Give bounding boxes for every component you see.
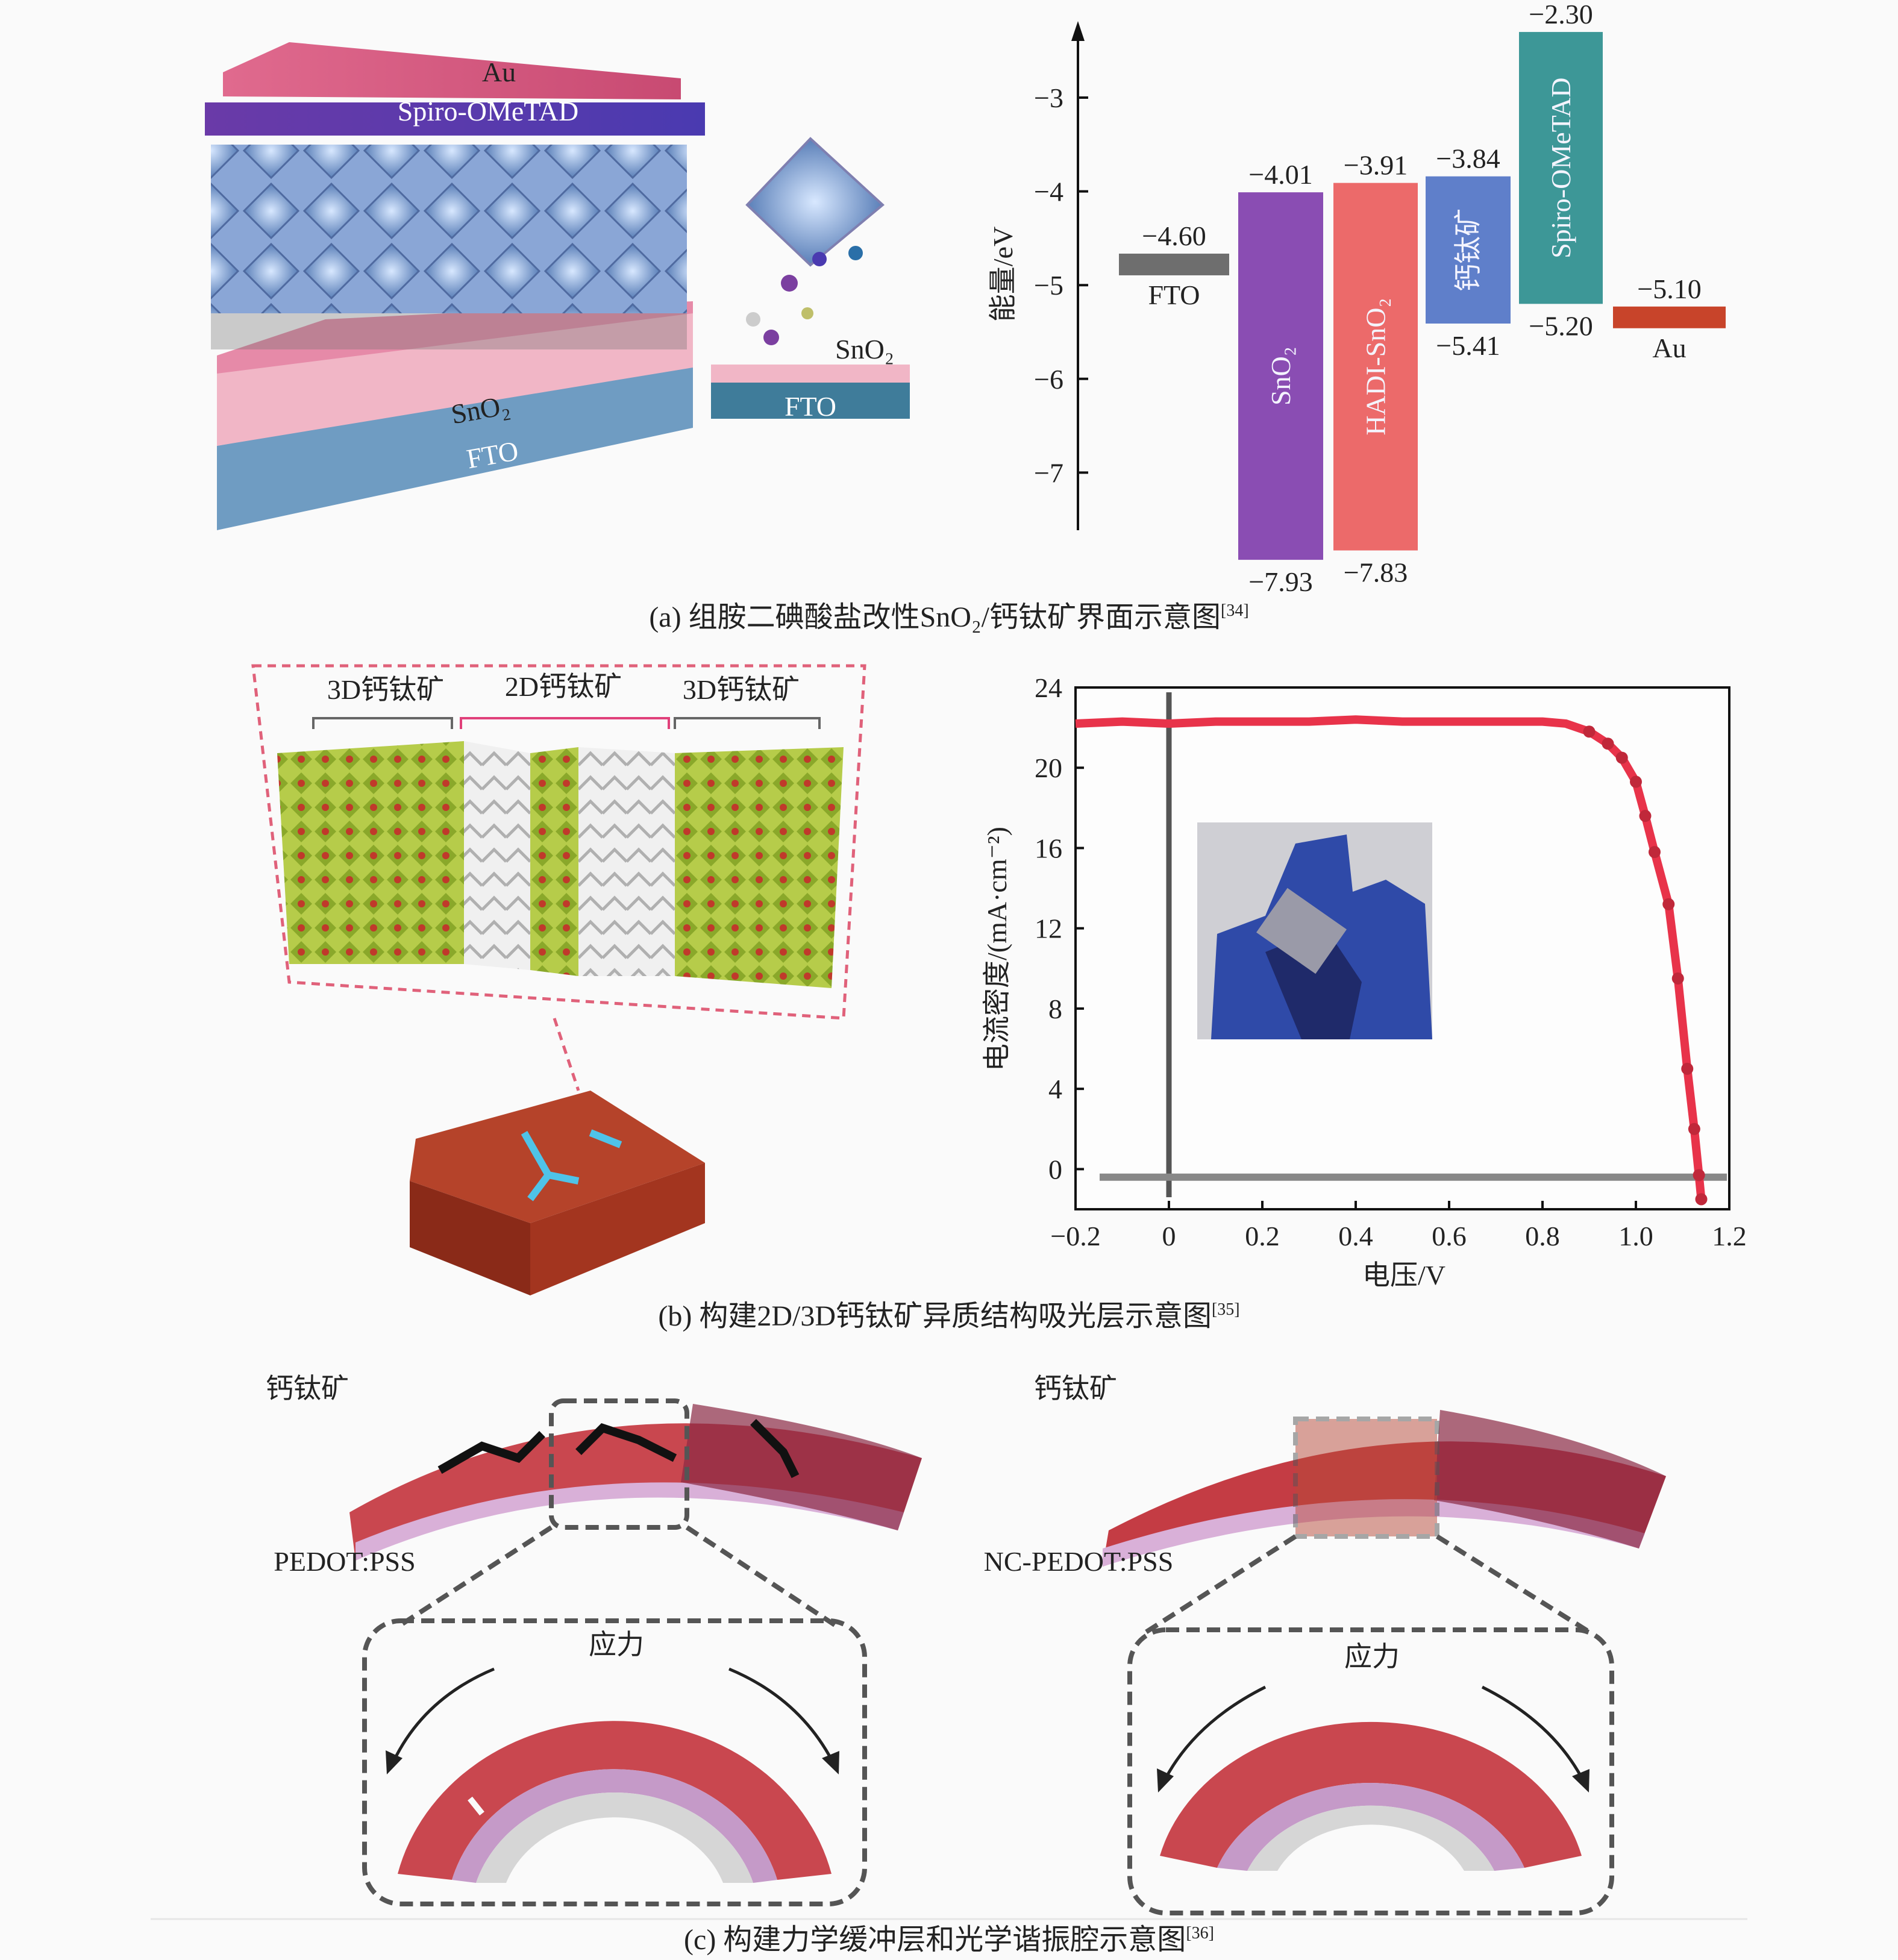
bar-name-label: Au — [1652, 333, 1686, 363]
top-value-label: −3.91 — [1344, 150, 1408, 181]
label-perovskite-left: 钙钛矿 — [266, 1373, 349, 1404]
y-tick-label: 16 — [1035, 833, 1062, 863]
y-tick-label: 20 — [1035, 753, 1062, 783]
jv-xlabel: 电压/V — [1362, 1260, 1445, 1291]
data-point — [1639, 810, 1652, 822]
bottom-value-label: −7.93 — [1248, 566, 1312, 597]
y-tick-label: −7 — [1034, 457, 1063, 488]
caption-a: (a) 组胺二碘酸盐改性SnO₂/钙钛矿界面示意图[34] — [649, 601, 1248, 633]
data-point — [1602, 737, 1614, 750]
inset-label-sno2: SnO₂ — [835, 334, 894, 365]
bottom-value-label: −5.20 — [1529, 310, 1593, 341]
data-point — [1681, 1062, 1694, 1075]
axis-arrow-icon — [1071, 21, 1085, 41]
energy-ylabel: 能量/eV — [988, 227, 1018, 322]
x-tick-label: 0.6 — [1432, 1221, 1467, 1251]
label-stress-right: 应力 — [1344, 1641, 1400, 1672]
caption-c: (c) 构建力学缓冲层和光学谐振腔示意图[36] — [684, 1924, 1214, 1956]
label-spiro: Spiro-OMeTAD — [398, 96, 578, 127]
data-point — [1615, 751, 1628, 764]
x-tick-label: 0.4 — [1338, 1221, 1373, 1251]
data-point — [1695, 1193, 1708, 1206]
top-value-label: −5.10 — [1637, 274, 1701, 304]
jv-ylabel: 电流密度/(mA·cm⁻²) — [982, 827, 1012, 1071]
y-tick-label: 4 — [1048, 1074, 1062, 1104]
bar-name-label: SnO₂ — [1265, 346, 1296, 405]
y-tick-label: 12 — [1035, 913, 1062, 944]
label-nc-pedot-pss: NC-PEDOT:PSS — [984, 1546, 1174, 1577]
y-tick-label: 8 — [1048, 994, 1062, 1024]
label-pedot-pss: PEDOT:PSS — [274, 1546, 415, 1577]
bottom-value-label: −7.83 — [1344, 557, 1408, 588]
bar-name-label: Spiro-OMeTAD — [1546, 77, 1576, 258]
panel-c-right: 钙钛矿 NC-PEDOT:PSS 应力 — [984, 1373, 1666, 1915]
label-3d-right: 3D钙钛矿 — [683, 674, 800, 705]
y-tick-label: −6 — [1034, 364, 1063, 395]
energy-level-diagram: 能量/eV −3 −4 −5 −6 −7 −4.60 FTO −4.01 −7.93 SnO₂ −3… — [988, 0, 1726, 597]
interface-molecule-inset: SnO₂ FTO — [711, 137, 910, 422]
energy-bar-0 — [1119, 253, 1229, 275]
jv-curve-chart: 电压/V 电流密度/(mA·cm⁻²) −0.2 0 0.2 0.4 0.6 0.8 1.0… — [982, 672, 1747, 1291]
bar-name-label: FTO — [1148, 280, 1200, 310]
data-point — [1583, 725, 1596, 738]
bar-name-label: HADI-SnO₂ — [1361, 298, 1391, 436]
data-point — [1671, 972, 1684, 985]
caption-b: (b) 构建2D/3D钙钛矿异质结构吸光层示意图[35] — [658, 1300, 1239, 1332]
x-tick-label: −0.2 — [1050, 1221, 1100, 1251]
bottom-value-label: −5.41 — [1436, 330, 1500, 361]
y-tick-label: −3 — [1034, 83, 1063, 113]
jv-curve — [1075, 715, 1706, 1200]
y-tick-label: 0 — [1048, 1154, 1062, 1185]
label-stress-left: 应力 — [589, 1629, 644, 1660]
y-tick-label: 24 — [1035, 672, 1062, 703]
energy-bar-1 — [1238, 192, 1323, 560]
x-tick-label: 1.0 — [1618, 1221, 1653, 1251]
x-tick-label: 0.2 — [1245, 1221, 1280, 1251]
arrow-left-icon — [386, 1750, 402, 1774]
heterostructure-illustration: 3D钙钛矿 2D钙钛矿 3D钙钛矿 — [251, 664, 866, 1295]
inset-label-fto: FTO — [785, 391, 836, 422]
energy-bar-2 — [1333, 183, 1418, 551]
device-stack-illustration: Au Spiro-OMeTAD SnO₂ FTO — [205, 42, 705, 530]
top-value-label: −3.84 — [1436, 143, 1500, 174]
energy-bar-3 — [1426, 176, 1511, 324]
energy-bar-5 — [1613, 306, 1726, 328]
label-2d: 2D钙钛矿 — [505, 671, 622, 702]
bar-name-label: 钙钛矿 — [1453, 208, 1483, 292]
data-point — [1693, 1169, 1705, 1182]
data-point — [1649, 846, 1661, 859]
y-tick-label: −4 — [1034, 177, 1063, 207]
data-point — [1630, 775, 1642, 788]
x-tick-label: 0.8 — [1525, 1221, 1560, 1251]
arrow-left-icon — [1157, 1768, 1174, 1792]
energy-bar-4 — [1519, 32, 1603, 304]
top-value-label: −2.30 — [1529, 0, 1593, 30]
top-value-label: −4.01 — [1248, 159, 1312, 190]
label-3d-left: 3D钙钛矿 — [327, 674, 444, 705]
arrow-right-icon — [1572, 1769, 1589, 1792]
device-photo-inset — [1197, 822, 1432, 1039]
data-point — [1662, 898, 1675, 910]
label-au: Au — [482, 57, 516, 87]
label-perovskite-right: 钙钛矿 — [1034, 1373, 1117, 1404]
y-tick-label: −5 — [1034, 270, 1063, 301]
x-tick-label: 0 — [1162, 1221, 1176, 1251]
x-tick-label: 1.2 — [1712, 1221, 1747, 1251]
top-value-label: −4.60 — [1142, 221, 1206, 251]
data-point — [1688, 1122, 1700, 1135]
arrow-right-icon — [822, 1751, 839, 1774]
panel-c-left: 钙钛矿 PEDOT:PSS 应力 — [266, 1373, 922, 1906]
